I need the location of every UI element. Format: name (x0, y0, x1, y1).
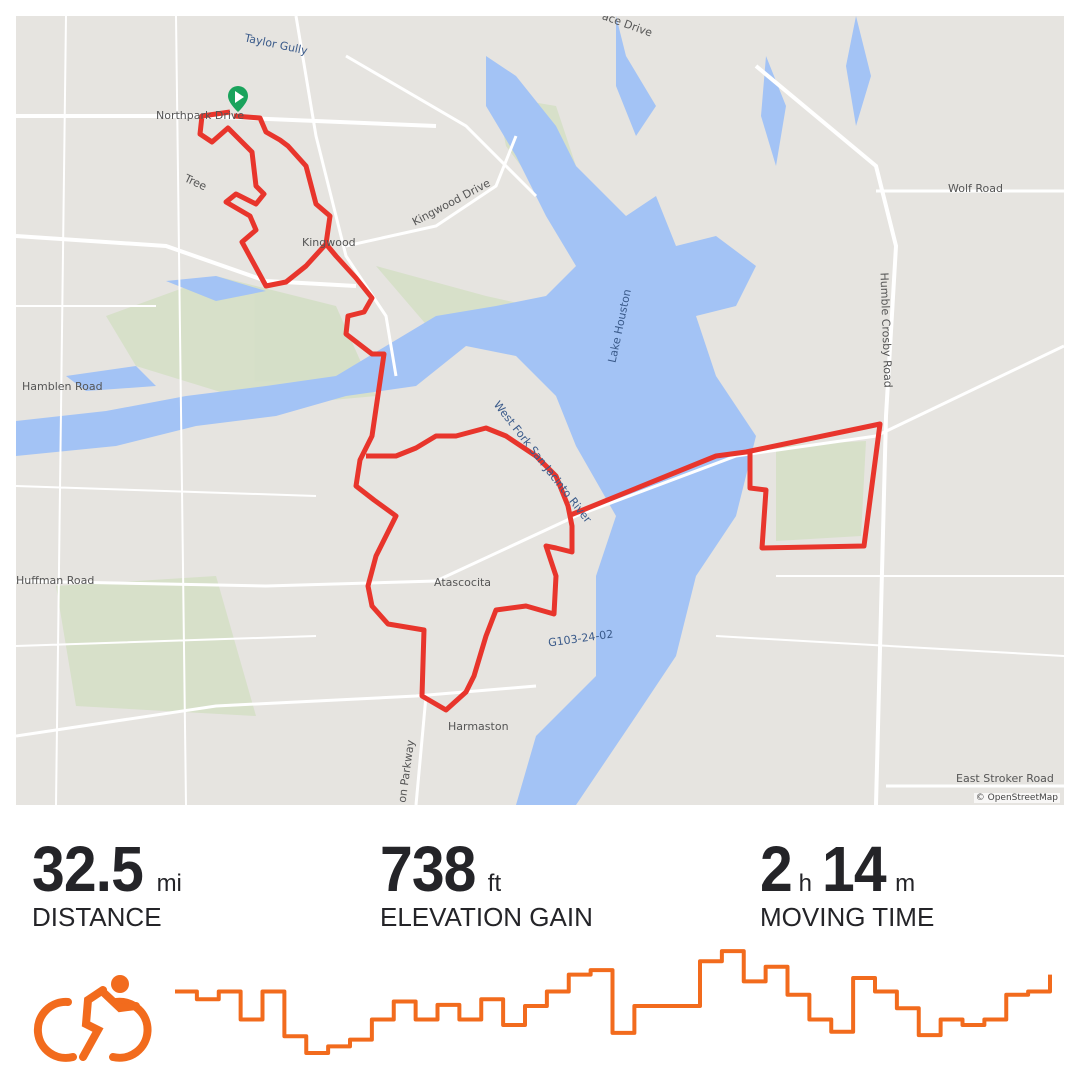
map-label: Hamblen Road (22, 380, 103, 393)
elevation-label: ELEVATION GAIN (380, 902, 593, 932)
elevation-line (175, 949, 1052, 1056)
map-attribution[interactable]: © OpenStreetMap (973, 793, 1060, 803)
distance-unit: mi (156, 870, 182, 897)
elevation-value: 738 (380, 833, 476, 905)
minutes-unit: m (895, 870, 916, 897)
route-line (197, 109, 883, 713)
elevation-profile (175, 949, 1052, 1056)
map-label: Northpark Drive (156, 109, 245, 122)
distance-label: DISTANCE (32, 902, 162, 932)
route-map[interactable]: Taylor Gully Northpark Drive Tree Kingwo… (16, 16, 1064, 805)
map-label: Harmaston (448, 720, 509, 733)
cycling-icon (33, 975, 152, 1062)
stat-moving-time: 2 h 14 m MOVING TIME (760, 832, 934, 933)
water (16, 16, 871, 805)
hours-value: 2 (760, 833, 793, 905)
distance-value: 32.5 (32, 833, 144, 905)
parks (56, 96, 866, 716)
elevation-unit: ft (487, 870, 502, 897)
map-canvas (16, 16, 1064, 805)
minutes-value: 14 (821, 833, 887, 905)
start-marker[interactable] (228, 86, 248, 112)
stat-elevation: 738 ft ELEVATION GAIN (380, 832, 593, 933)
map-label: Atascocita (434, 576, 492, 589)
moving-time-label: MOVING TIME (760, 902, 935, 932)
map-label: Wolf Road (948, 182, 1003, 195)
map-label: Huffman Road (16, 574, 95, 587)
hours-unit: h (798, 870, 812, 897)
stat-distance: 32.5 mi DISTANCE (32, 832, 192, 933)
map-label: East Stroker Road (956, 772, 1054, 785)
map-label: Kingwood (302, 236, 356, 249)
